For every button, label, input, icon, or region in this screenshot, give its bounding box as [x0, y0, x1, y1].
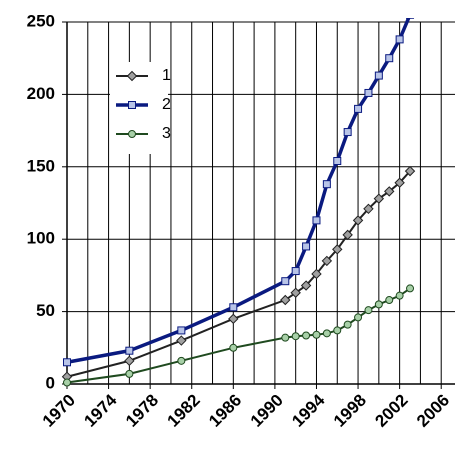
y-tick-label: 250 — [27, 11, 55, 30]
point — [342, 229, 353, 241]
legend-marker — [128, 101, 136, 109]
point — [395, 35, 404, 44]
x-tick-label: 1978 — [122, 391, 162, 431]
x-tick-label: 1982 — [164, 391, 204, 431]
point — [125, 346, 134, 355]
legend-marker — [126, 70, 138, 82]
point — [332, 244, 343, 255]
y-tick-label: 0 — [46, 373, 55, 392]
point — [385, 296, 394, 305]
series-line — [66, 287, 411, 384]
point — [312, 330, 321, 339]
point — [63, 358, 71, 367]
y-tick-label: 100 — [27, 229, 55, 248]
point — [373, 193, 385, 204]
point — [333, 157, 342, 166]
point — [229, 303, 238, 312]
point — [333, 326, 342, 335]
point — [291, 332, 300, 341]
x-tick-label: 1970 — [39, 391, 79, 431]
point — [228, 313, 239, 325]
point — [364, 88, 373, 97]
x-tick-label: 2006 — [413, 391, 453, 431]
point — [404, 165, 416, 177]
point — [300, 280, 312, 291]
point — [229, 343, 238, 352]
legend — [110, 62, 168, 154]
y-tick-label: 50 — [36, 301, 55, 320]
point — [281, 277, 290, 286]
point — [302, 331, 311, 340]
x-tick-label: 1994 — [288, 390, 329, 431]
point — [343, 128, 352, 137]
y-tick-label: 200 — [27, 84, 55, 103]
point — [322, 329, 331, 338]
point — [311, 268, 322, 280]
x-tick-label: 1990 — [247, 391, 287, 431]
legend-label: 1 — [162, 67, 171, 84]
point — [302, 242, 311, 251]
point — [354, 313, 363, 322]
y-tick-label: 150 — [27, 156, 55, 175]
point — [374, 71, 383, 80]
point — [406, 284, 415, 293]
point — [395, 291, 404, 300]
point — [343, 320, 352, 329]
point — [63, 378, 71, 387]
point — [321, 255, 333, 267]
point — [176, 335, 187, 346]
point — [374, 300, 383, 309]
legend-label: 2 — [162, 96, 171, 113]
point — [394, 177, 405, 188]
point — [290, 287, 301, 298]
legend-label: 3 — [162, 125, 171, 142]
point — [281, 333, 290, 342]
point — [280, 294, 291, 306]
legend-marker — [128, 130, 136, 138]
point — [384, 186, 395, 197]
x-tick-label: 1974 — [80, 390, 121, 431]
plot-area — [61, 18, 416, 387]
point — [125, 369, 134, 378]
x-tick-label: 1986 — [205, 391, 245, 431]
point — [352, 215, 364, 226]
x-tick-label: 2002 — [371, 391, 411, 431]
point — [177, 326, 186, 335]
point — [363, 203, 374, 214]
point — [322, 180, 331, 189]
point — [177, 356, 186, 365]
point — [364, 306, 373, 315]
point — [312, 216, 321, 225]
point — [406, 18, 415, 19]
point — [124, 355, 135, 367]
x-tick-label: 1998 — [330, 391, 370, 431]
point — [291, 267, 300, 276]
point — [385, 54, 394, 63]
point — [354, 104, 363, 113]
